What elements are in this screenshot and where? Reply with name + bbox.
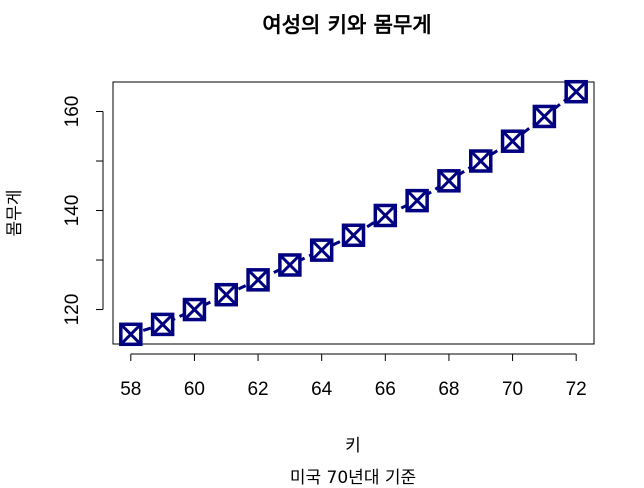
data-point-cross (533, 105, 556, 128)
series-layer (119, 79, 588, 347)
data-point-cross (469, 149, 492, 173)
data-point-cross (183, 298, 206, 321)
data-point (373, 203, 398, 228)
data-point (119, 322, 143, 347)
chart-subtitle: 미국 70년대 기준 (290, 468, 416, 488)
data-point-cross (437, 169, 460, 192)
data-point-cross (565, 80, 588, 103)
data-point (214, 282, 239, 307)
data-point-cross (342, 224, 365, 247)
x-axis: 58 60 62 64 66 68 70 72 (120, 353, 587, 400)
y-tick-label: 140 (62, 195, 83, 227)
data-point (468, 149, 493, 173)
data-point (309, 238, 334, 262)
x-tick-label: 66 (375, 379, 396, 400)
data-point (246, 268, 270, 292)
data-point-cross (151, 313, 174, 336)
chart-title: 여성의 키와 몸무게 (262, 13, 431, 37)
data-point (500, 129, 525, 153)
data-point-cross (406, 189, 429, 212)
data-point-cross (247, 268, 270, 291)
x-tick-label: 62 (247, 379, 268, 400)
data-point-cross (310, 239, 333, 262)
y-axis-label: 몸무게 (5, 190, 25, 237)
data-point (150, 312, 175, 337)
data-point-cross (119, 323, 142, 346)
x-tick-label: 58 (120, 379, 141, 400)
x-tick-label: 68 (438, 379, 459, 400)
plot-frame (112, 81, 595, 345)
y-tick-label: 120 (62, 294, 83, 326)
data-point-cross (278, 253, 301, 277)
y-axis: 120 140 160 (62, 96, 104, 326)
x-tick-label: 60 (184, 379, 205, 400)
data-point-cross (215, 283, 238, 306)
data-point (278, 253, 302, 277)
data-point (532, 104, 557, 129)
data-point-cross (374, 204, 397, 227)
data-point (182, 297, 207, 322)
data-point (341, 223, 366, 248)
x-axis-label: 키 (345, 436, 361, 456)
x-tick-label: 70 (502, 379, 523, 400)
y-tick-label: 160 (62, 96, 83, 128)
data-point (405, 188, 429, 213)
x-tick-label: 64 (311, 379, 333, 400)
data-point (564, 79, 588, 104)
data-point-cross (501, 130, 524, 153)
x-tick-label: 72 (566, 379, 587, 400)
data-point (437, 169, 461, 193)
